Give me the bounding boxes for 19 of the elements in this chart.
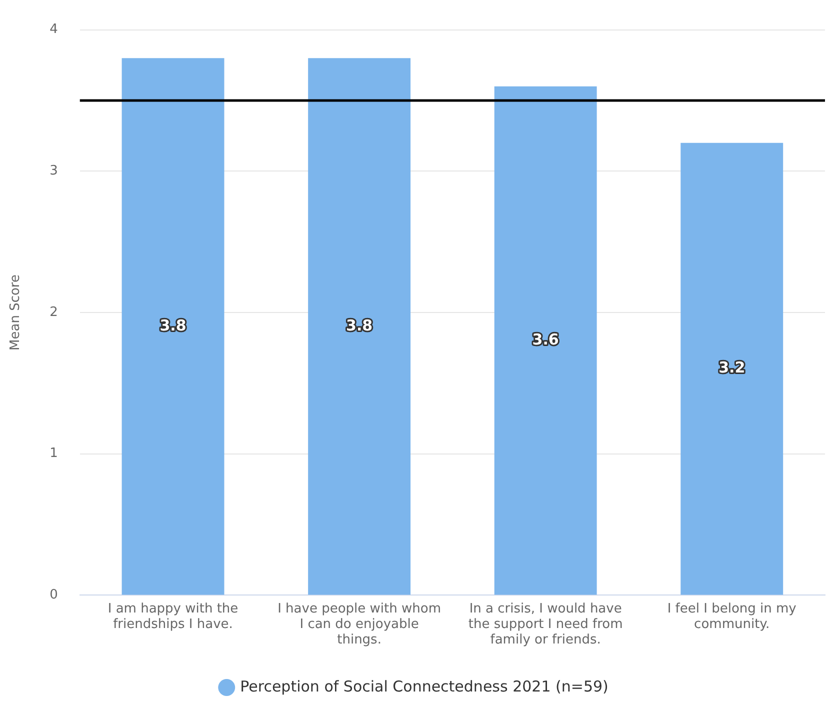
- y-tick-label: 3: [50, 164, 58, 179]
- y-tick-label: 2: [50, 304, 58, 320]
- data-label: 3.6: [532, 330, 559, 348]
- data-label: 3.8: [346, 316, 373, 334]
- x-tick-label: I feel I belong in my community.: [667, 601, 797, 632]
- x-tick-label: I am happy with the friendships I have.: [108, 601, 238, 632]
- y-tick-label: 0: [50, 588, 58, 603]
- bar: [122, 58, 224, 595]
- data-label: 3.8: [160, 316, 186, 334]
- x-tick-label: I have people with whom I can do enjoyable things.: [278, 601, 441, 648]
- x-tick-label: In a crisis, I would have the support I need from family or friends.: [468, 601, 623, 648]
- data-label: 3.2: [718, 358, 746, 377]
- bar: [494, 86, 597, 595]
- y-axis-title: Mean Score: [8, 274, 24, 350]
- y-tick-label: 1: [50, 446, 58, 462]
- bar: [308, 58, 411, 595]
- legend-label: Perception of Social Connectedness 2021 (n=59): [240, 677, 608, 696]
- bar: [680, 142, 784, 595]
- y-tick-label: 4: [50, 22, 58, 38]
